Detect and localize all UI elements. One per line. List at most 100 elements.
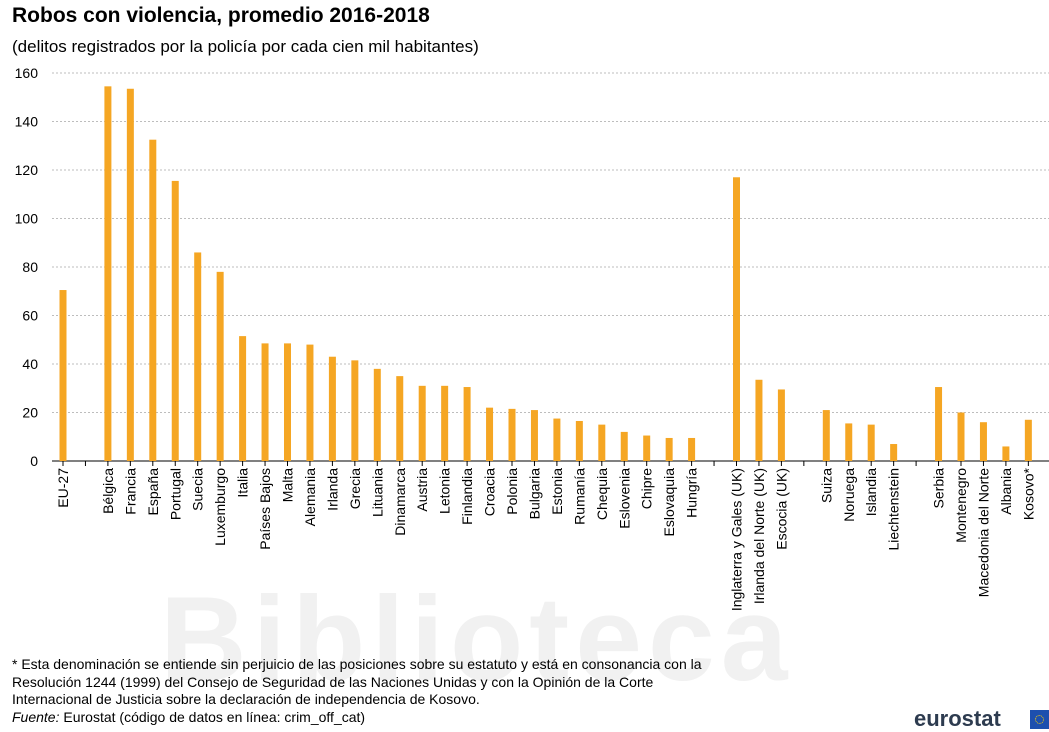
x-tick-label: Suecia bbox=[190, 468, 206, 511]
bar bbox=[171, 180, 179, 461]
source-text: Eurostat (código de datos en línea: crim… bbox=[59, 708, 366, 725]
x-tick-label: Malta bbox=[280, 468, 296, 502]
x-tick-label: Lituania bbox=[369, 468, 385, 517]
bar bbox=[194, 252, 202, 461]
bar bbox=[373, 368, 381, 461]
bar bbox=[845, 423, 853, 461]
x-tick-label: Croacia bbox=[482, 468, 498, 516]
x-tick-label: Noruega bbox=[841, 468, 857, 522]
bar bbox=[755, 379, 763, 461]
x-tick-label: Liechtenstein bbox=[886, 468, 902, 551]
x-tick-label: Irlanda bbox=[324, 468, 340, 511]
chart-subtitle: (delitos registrados por la policía por … bbox=[12, 37, 479, 56]
x-tick-label: Hungría bbox=[684, 468, 700, 518]
bar bbox=[216, 271, 224, 461]
bar bbox=[463, 387, 471, 461]
eurostat-logo: eurostat bbox=[914, 706, 1001, 731]
x-tick-label: Eslovenia bbox=[616, 468, 632, 529]
y-tick-label: 20 bbox=[22, 405, 38, 421]
bar bbox=[418, 385, 426, 461]
x-tick-label: Albania bbox=[998, 468, 1014, 515]
x-tick-label: Serbia bbox=[931, 468, 947, 509]
bar bbox=[306, 344, 314, 461]
x-tick-label: Macedonia del Norte bbox=[975, 468, 991, 597]
notes: * Esta denominación se entiende sin perj… bbox=[12, 656, 912, 726]
source-label: Fuente: bbox=[12, 708, 60, 725]
x-tick-label: Kosovo* bbox=[1020, 467, 1036, 520]
footnote-line: Internacional de Justicia sobre la decla… bbox=[12, 691, 480, 707]
x-tick-label: Irlanda del Norte (UK) bbox=[751, 468, 767, 604]
eu-flag-icon bbox=[1030, 710, 1049, 729]
bar bbox=[396, 376, 404, 461]
x-tick-label: Alemania bbox=[302, 468, 318, 527]
bar bbox=[957, 412, 965, 461]
bar bbox=[867, 424, 875, 461]
x-tick-label: Finlandia bbox=[459, 468, 475, 525]
bar bbox=[665, 437, 673, 461]
bar bbox=[598, 424, 606, 461]
bar bbox=[351, 360, 359, 461]
bar bbox=[149, 139, 157, 461]
bar bbox=[822, 410, 830, 461]
chart-title: Robos con violencia, promedio 2016-2018 bbox=[12, 4, 430, 27]
bar bbox=[508, 408, 516, 461]
y-tick-label: 120 bbox=[15, 162, 39, 178]
x-tick-label: Italia bbox=[235, 468, 251, 498]
x-tick-label: Chipre bbox=[639, 468, 655, 509]
bar bbox=[328, 356, 336, 461]
y-tick-label: 140 bbox=[15, 114, 39, 130]
bar bbox=[104, 86, 112, 462]
x-tick-label: EU-27 bbox=[55, 468, 71, 508]
bar bbox=[59, 290, 67, 461]
footnote-line: Resolución 1244 (1999) del Consejo de Se… bbox=[12, 673, 654, 690]
bar bbox=[126, 88, 134, 461]
y-tick-label: 80 bbox=[22, 259, 38, 275]
x-tick-label: Inglaterra y Gales (UK) bbox=[729, 468, 745, 611]
x-tick-label: Bulgaria bbox=[526, 468, 542, 520]
bar bbox=[486, 407, 494, 461]
bar bbox=[890, 444, 898, 461]
bar bbox=[553, 418, 561, 461]
x-tick-label: Grecia bbox=[347, 468, 363, 509]
x-tick-label: Chequia bbox=[594, 468, 610, 520]
y-tick-label: 0 bbox=[30, 453, 38, 469]
bar bbox=[620, 431, 628, 461]
x-tick-label: Eslovaquia bbox=[661, 468, 677, 537]
y-tick-label: 160 bbox=[15, 65, 39, 81]
bar bbox=[777, 389, 785, 461]
x-tick-label: Suiza bbox=[818, 468, 834, 503]
x-tick-label: Luxemburgo bbox=[212, 468, 228, 546]
bar bbox=[284, 343, 291, 461]
y-tick-label: 40 bbox=[22, 356, 38, 372]
bar bbox=[261, 343, 269, 461]
x-tick-label: Estonia bbox=[549, 468, 565, 515]
x-tick-label: Rumanía bbox=[571, 468, 587, 525]
x-tick-label: Islandia bbox=[863, 468, 879, 516]
bar bbox=[643, 435, 651, 461]
bar bbox=[935, 387, 943, 461]
y-tick-label: 60 bbox=[22, 308, 38, 324]
bar bbox=[575, 420, 583, 461]
bar bbox=[441, 385, 449, 461]
x-tick-label: Polonia bbox=[504, 468, 520, 515]
x-tick-label: Escocia (UK) bbox=[773, 468, 789, 550]
bar bbox=[979, 422, 987, 461]
x-tick-label: Francia bbox=[122, 468, 138, 515]
bar bbox=[1024, 419, 1032, 461]
bar bbox=[1002, 446, 1010, 461]
x-tick-label: España bbox=[145, 468, 161, 516]
x-tick-label: Dinamarca bbox=[392, 468, 408, 536]
bar bbox=[733, 177, 740, 461]
watermark: Biblioteca bbox=[160, 572, 794, 706]
footnote-line: * Esta denominación se entiende sin perj… bbox=[12, 656, 702, 672]
x-tick-label: Países Bajos bbox=[257, 468, 273, 550]
x-tick-label: Austria bbox=[414, 468, 430, 512]
source-line: Fuente: Eurostat (código de datos en lín… bbox=[12, 709, 912, 727]
bar bbox=[688, 437, 696, 461]
x-tick-label: Letonia bbox=[437, 468, 453, 514]
bar bbox=[530, 410, 538, 461]
x-tick-label: Bélgica bbox=[100, 468, 116, 514]
bar-chart: 0 20 40 60 80 100 120 140 160 EU-27 Bélgica Francia… bbox=[15, 65, 1049, 611]
bar bbox=[239, 336, 247, 461]
x-tick-label: Portugal bbox=[167, 468, 183, 520]
